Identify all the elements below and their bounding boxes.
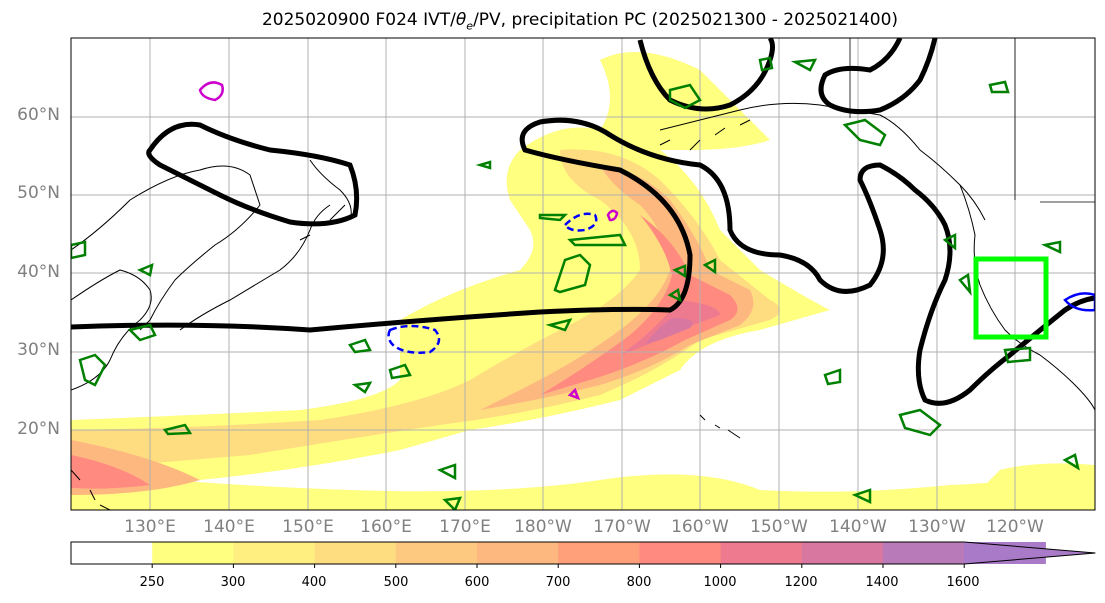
- lon-label-120w: 120°W: [986, 517, 1044, 537]
- colorbar: [70, 541, 1096, 568]
- colorbar-segment: [558, 542, 640, 564]
- graticule: [71, 38, 1095, 510]
- colorbar-segment: [71, 542, 153, 564]
- theta-e-contours: [71, 38, 1095, 406]
- colorbar-segment: [233, 542, 316, 564]
- lat-label-40: 40°N: [17, 262, 60, 282]
- lon-label-150w: 150°W: [750, 517, 808, 537]
- coast-kamchatka: [309, 159, 352, 221]
- lat-label-50: 50°N: [17, 183, 60, 203]
- lat-label-20: 20°N: [17, 419, 60, 439]
- ivt-band-250-south: [71, 470, 1095, 510]
- colorbar-extend-arrow: [964, 542, 1096, 564]
- precip-positive-contours: [71, 56, 1080, 510]
- coastlines: [71, 102, 1095, 510]
- coast-asia: [71, 165, 261, 331]
- lon-label-170e: 170°E: [439, 517, 491, 537]
- colorbar-label-500: 500: [383, 575, 409, 590]
- map-title: 2025020900 F024 IVT/θe/PV, precipitation…: [0, 10, 1105, 32]
- colorbar-label-1000: 1000: [703, 575, 737, 590]
- colorbar-segment: [801, 542, 884, 564]
- colorbar-segment: [395, 542, 478, 564]
- colorbar-label-300: 300: [220, 575, 246, 590]
- colorbar-segment: [720, 542, 803, 564]
- contour-north-1: [637, 38, 775, 112]
- coast-korea-china: [71, 269, 152, 391]
- colorbar-label-1200: 1200: [784, 575, 818, 590]
- lon-label-140e: 140°E: [203, 517, 255, 537]
- ivt-band-1400: [645, 318, 693, 345]
- ivt-band-250-east: [960, 463, 1095, 510]
- coast-kurils: [299, 204, 346, 241]
- ivt-band-300: [71, 149, 780, 470]
- coast-mexico: [1039, 354, 1095, 411]
- colorbar-segment: [639, 542, 722, 564]
- lon-label-160w: 160°W: [671, 517, 729, 537]
- boundaries: [849, 38, 1095, 203]
- contour-west-loop: [146, 121, 360, 227]
- ivt-band-800-sw: [71, 455, 150, 489]
- colorbar-label-400: 400: [301, 575, 327, 590]
- contour-main: [71, 117, 1095, 406]
- region-box: [973, 256, 1049, 340]
- lat-label-30: 30°N: [17, 340, 60, 360]
- colorbar-label-700: 700: [545, 575, 571, 590]
- colorbar-segment: [152, 542, 234, 564]
- title-theta-subscript: e: [466, 19, 474, 33]
- title-rest: /PV, precipitation PC (2025021300 - 2025…: [473, 10, 899, 30]
- colorbar-segment: [314, 542, 397, 564]
- coast-philippines: [71, 469, 111, 510]
- lon-label-170w: 170°W: [593, 517, 651, 537]
- colorbar-label-800: 800: [626, 575, 652, 590]
- lon-label-140w: 140°W: [829, 517, 887, 537]
- coast-hawaii: [699, 414, 741, 439]
- precip-negative-contours: [387, 212, 1095, 354]
- colorbar-segment: [477, 542, 559, 564]
- colorbar-label-600: 600: [464, 575, 490, 590]
- coast-aleutians: [659, 119, 751, 151]
- ivt-band-250: [71, 52, 830, 500]
- lon-label-130w: 130°W: [908, 517, 966, 537]
- pv-contours: [198, 81, 619, 401]
- lat-label-60: 60°N: [17, 105, 60, 125]
- lon-label-130e: 130°E: [124, 517, 176, 537]
- title-theta: θ: [455, 10, 467, 30]
- lon-label-150e: 150°E: [282, 517, 334, 537]
- title-main: 2025020900 F024 IVT/: [261, 10, 456, 30]
- map-frame: [70, 37, 1096, 511]
- coast-alaska: [659, 102, 986, 221]
- colorbar-label-250: 250: [139, 575, 165, 590]
- contour-north-2: [818, 38, 938, 115]
- ivt-band-500: [480, 165, 754, 410]
- colorbar-label-1600: 1600: [946, 575, 980, 590]
- lon-label-180w: 180°W: [514, 517, 572, 537]
- colorbar-outline: [70, 541, 1096, 565]
- ivt-shading: [71, 52, 1095, 510]
- colorbar-label-1400: 1400: [865, 575, 899, 590]
- colorbar-segment: [883, 542, 965, 564]
- lon-label-160e: 160°E: [360, 517, 412, 537]
